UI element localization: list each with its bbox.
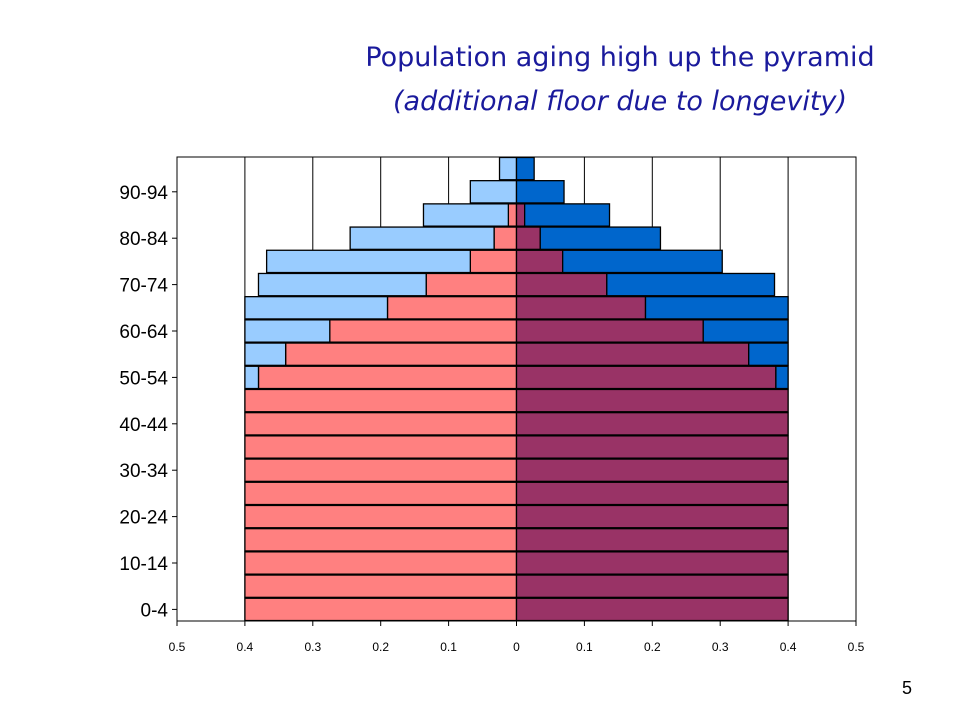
x-tick-label: 0 [513, 640, 520, 654]
bar-left-60-64 [329, 319, 518, 343]
bar-left-0-4 [244, 597, 518, 622]
bar-left-65-69 [244, 296, 389, 320]
bar-right-55-59 [748, 342, 789, 366]
x-tick-label: 0.2 [644, 640, 661, 654]
y-tick-label: 60-64 [119, 322, 168, 343]
bar-right-60-64 [702, 319, 789, 343]
slide-number: 5 [901, 678, 912, 698]
bar-right-10-14 [515, 551, 789, 575]
x-tick-label: 0.3 [712, 640, 729, 654]
x-tick-label: 0.1 [576, 640, 593, 654]
bar-right-75-79 [562, 249, 723, 274]
bar-left-5-9 [244, 574, 518, 598]
bar-left-40-44 [244, 412, 518, 436]
x-tick-label: 0.1 [440, 640, 457, 654]
bar-right-35-39 [515, 435, 789, 459]
bar-right-45-49 [515, 388, 789, 413]
bar-right-75-79 [515, 249, 564, 274]
bar-right-5-9 [515, 574, 789, 598]
bar-left-80-84 [349, 226, 495, 250]
bar-right-65-69 [644, 296, 789, 320]
bar-left-50-54 [257, 365, 518, 390]
bar-left-10-14 [244, 551, 518, 575]
bar-right-55-59 [515, 342, 750, 366]
bar-left-85-89 [422, 203, 510, 227]
bar-left-75-79 [469, 249, 518, 274]
x-tick-label: 0.4 [780, 640, 797, 654]
x-tick-label: 0.2 [372, 640, 389, 654]
chart-title: Population aging high up the pyramid [365, 42, 875, 73]
x-tick-label: 0.3 [304, 640, 321, 654]
bar-left-35-39 [244, 435, 518, 459]
bar-left-50-54 [244, 365, 260, 390]
y-tick-label: 30-34 [119, 461, 168, 482]
y-tick-label: 10-14 [119, 554, 168, 575]
bar-right-20-24 [515, 504, 789, 529]
x-tick-label: 0.4 [237, 640, 254, 654]
bar-right-50-54 [775, 365, 789, 390]
bar-left-25-29 [244, 481, 518, 506]
bar-right-70-74 [515, 272, 608, 297]
bar-left-55-59 [244, 342, 287, 366]
bars [244, 156, 789, 622]
bar-left-70-74 [257, 272, 427, 297]
y-tick-label: 70-74 [119, 276, 168, 297]
bar-right-25-29 [515, 481, 789, 506]
bar-right-50-54 [515, 365, 777, 390]
bar-left-55-59 [284, 342, 518, 366]
bar-right-15-19 [515, 528, 789, 552]
bar-right-70-74 [606, 272, 776, 297]
bar-right-40-44 [515, 412, 789, 436]
bar-right-90-94 [515, 180, 565, 204]
bar-left-70-74 [425, 272, 518, 297]
y-tick-label: 50-54 [119, 368, 168, 389]
bar-right-85-89 [523, 203, 611, 227]
y-tick-label: 80-84 [119, 229, 168, 250]
bar-right-80-84 [515, 226, 541, 250]
y-tick-label: 0-4 [141, 600, 169, 621]
bar-right-30-34 [515, 458, 789, 482]
bar-left-75-79 [265, 249, 471, 274]
x-tick-label: 0.5 [169, 640, 186, 654]
bar-left-85-89 [507, 203, 518, 227]
bar-right-85-89 [515, 203, 526, 227]
chart-subtitle: (additional floor due to longevity) [393, 86, 847, 117]
x-tick-label: 0.5 [848, 640, 865, 654]
y-tick-label: 40-44 [119, 415, 168, 436]
bar-left-15-19 [244, 528, 518, 552]
bar-right-80-84 [539, 226, 662, 250]
bar-left-80-84 [493, 226, 518, 250]
bar-left-90-94 [469, 180, 518, 204]
y-tick-label: 20-24 [119, 508, 168, 529]
bar-left-60-64 [244, 319, 331, 343]
bar-right-95-99 [515, 156, 535, 181]
bar-right-60-64 [515, 319, 704, 343]
bar-left-20-24 [244, 504, 518, 529]
bar-right-65-69 [515, 296, 647, 320]
bar-right-0-4 [515, 597, 789, 622]
x-axis: 0.5 0.4 0.3 0.2 0.1 0 0.1 0.2 0.3 0.4 0.5 [169, 621, 865, 654]
y-axis: 0-4 10-14 20-24 30-34 40-44 50-54 60-64 70-74 80… [119, 183, 177, 621]
bar-left-65-69 [386, 296, 518, 320]
y-tick-label: 90-94 [119, 183, 168, 204]
bar-left-45-49 [244, 388, 518, 413]
bar-left-30-34 [244, 458, 518, 482]
bar-left-95-99 [498, 156, 518, 181]
